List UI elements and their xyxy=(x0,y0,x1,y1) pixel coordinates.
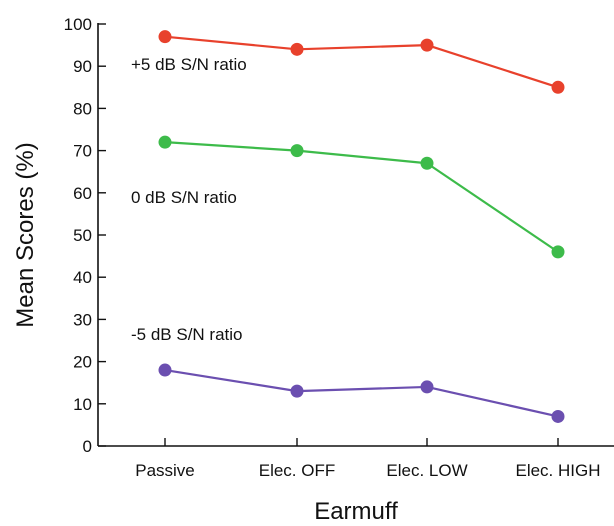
axes: 0 10 20 30 40 50 60 70 80 90 100 Passive Elec. OFF El… xyxy=(64,15,614,480)
y-tick-label: 70 xyxy=(73,142,92,161)
series-annotation: -5 dB S/N ratio xyxy=(131,325,243,344)
data-point xyxy=(551,245,565,259)
series-2 xyxy=(158,135,565,259)
series-annotation: 0 dB S/N ratio xyxy=(131,188,237,207)
series-annotation: +5 dB S/N ratio xyxy=(131,55,247,74)
x-axis-title: Earmuff xyxy=(314,498,398,525)
y-tick-label: 50 xyxy=(73,226,92,245)
y-tick-label: 60 xyxy=(73,184,92,203)
y-tick-label: 90 xyxy=(73,57,92,76)
series-3 xyxy=(158,363,565,423)
x-tick-label: Passive xyxy=(135,461,195,480)
y-tick-label: 0 xyxy=(83,437,92,456)
data-point xyxy=(551,80,565,94)
y-tick-label: 10 xyxy=(73,395,92,414)
series-layer xyxy=(158,30,565,423)
data-point xyxy=(158,363,172,377)
y-tick-label: 100 xyxy=(64,15,92,34)
data-point xyxy=(551,409,565,423)
y-tick-label: 30 xyxy=(73,310,92,329)
annotation-layer: +5 dB S/N ratio 0 dB S/N ratio -5 dB S/N r… xyxy=(131,55,247,344)
y-axis-title: Mean Scores (%) xyxy=(12,142,39,327)
x-tick-label: Elec. HIGH xyxy=(515,461,600,480)
data-point xyxy=(158,30,172,44)
data-point xyxy=(420,380,434,394)
series-line xyxy=(164,35,559,89)
data-point xyxy=(290,384,304,398)
data-point xyxy=(158,135,172,149)
y-tick-label: 40 xyxy=(73,268,92,287)
data-point xyxy=(420,38,434,52)
x-tick-label: Elec. LOW xyxy=(386,461,467,480)
x-tick-label: Elec. OFF xyxy=(259,461,336,480)
y-tick-label: 20 xyxy=(73,353,92,372)
data-point xyxy=(420,156,434,170)
data-point xyxy=(290,144,304,158)
data-point xyxy=(290,42,304,56)
series-1 xyxy=(158,30,565,94)
series-line xyxy=(164,368,559,418)
y-tick-label: 80 xyxy=(73,99,92,118)
series-line xyxy=(164,141,559,253)
